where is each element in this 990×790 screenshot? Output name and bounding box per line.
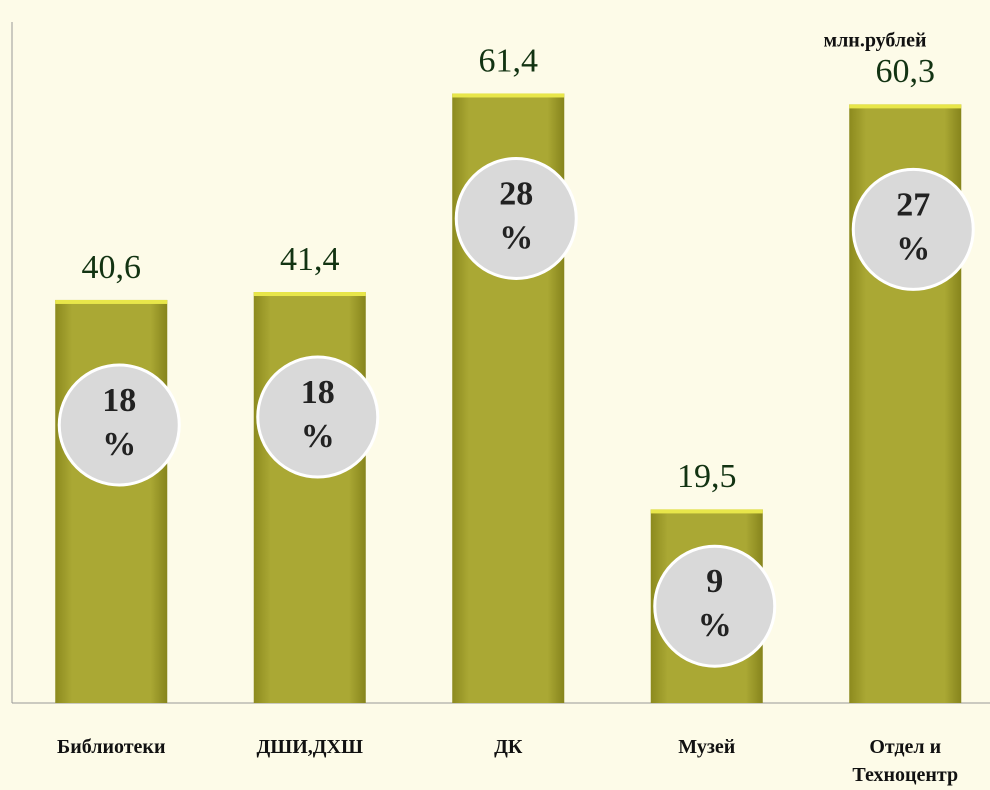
bar-highlight (55, 299, 168, 304)
x-tick-label: Отдел и Техноцентр (852, 736, 959, 786)
share-circle (653, 544, 777, 668)
bar-highlight (253, 292, 366, 297)
x-tick-label: Музей (678, 736, 736, 758)
share-circle (256, 355, 380, 479)
bar (253, 292, 366, 703)
share-circle (57, 363, 181, 487)
value-label: 19,5 (677, 458, 737, 495)
x-tick-label: ДШИ,ДХШ (256, 736, 363, 758)
share-circle (851, 167, 975, 291)
value-label: 60,3 (876, 53, 936, 90)
share-label: 18% (301, 374, 335, 455)
bar-highlight (650, 509, 763, 514)
bar-highlight (849, 104, 962, 109)
bar (55, 299, 168, 703)
share-circle (454, 156, 578, 280)
x-tick-label: ДК (494, 736, 523, 758)
share-label: 27% (896, 186, 930, 267)
value-label: 41,4 (280, 241, 340, 278)
unit-label: млн.рублей (823, 30, 926, 52)
share-label: 18% (102, 382, 136, 463)
share-label: 28% (499, 175, 533, 256)
value-label: 40,6 (82, 249, 142, 286)
bar-highlight (452, 93, 565, 98)
share-label: 9% (698, 563, 732, 644)
value-label: 61,4 (479, 42, 539, 79)
x-tick-label: Библиотеки (57, 736, 166, 758)
